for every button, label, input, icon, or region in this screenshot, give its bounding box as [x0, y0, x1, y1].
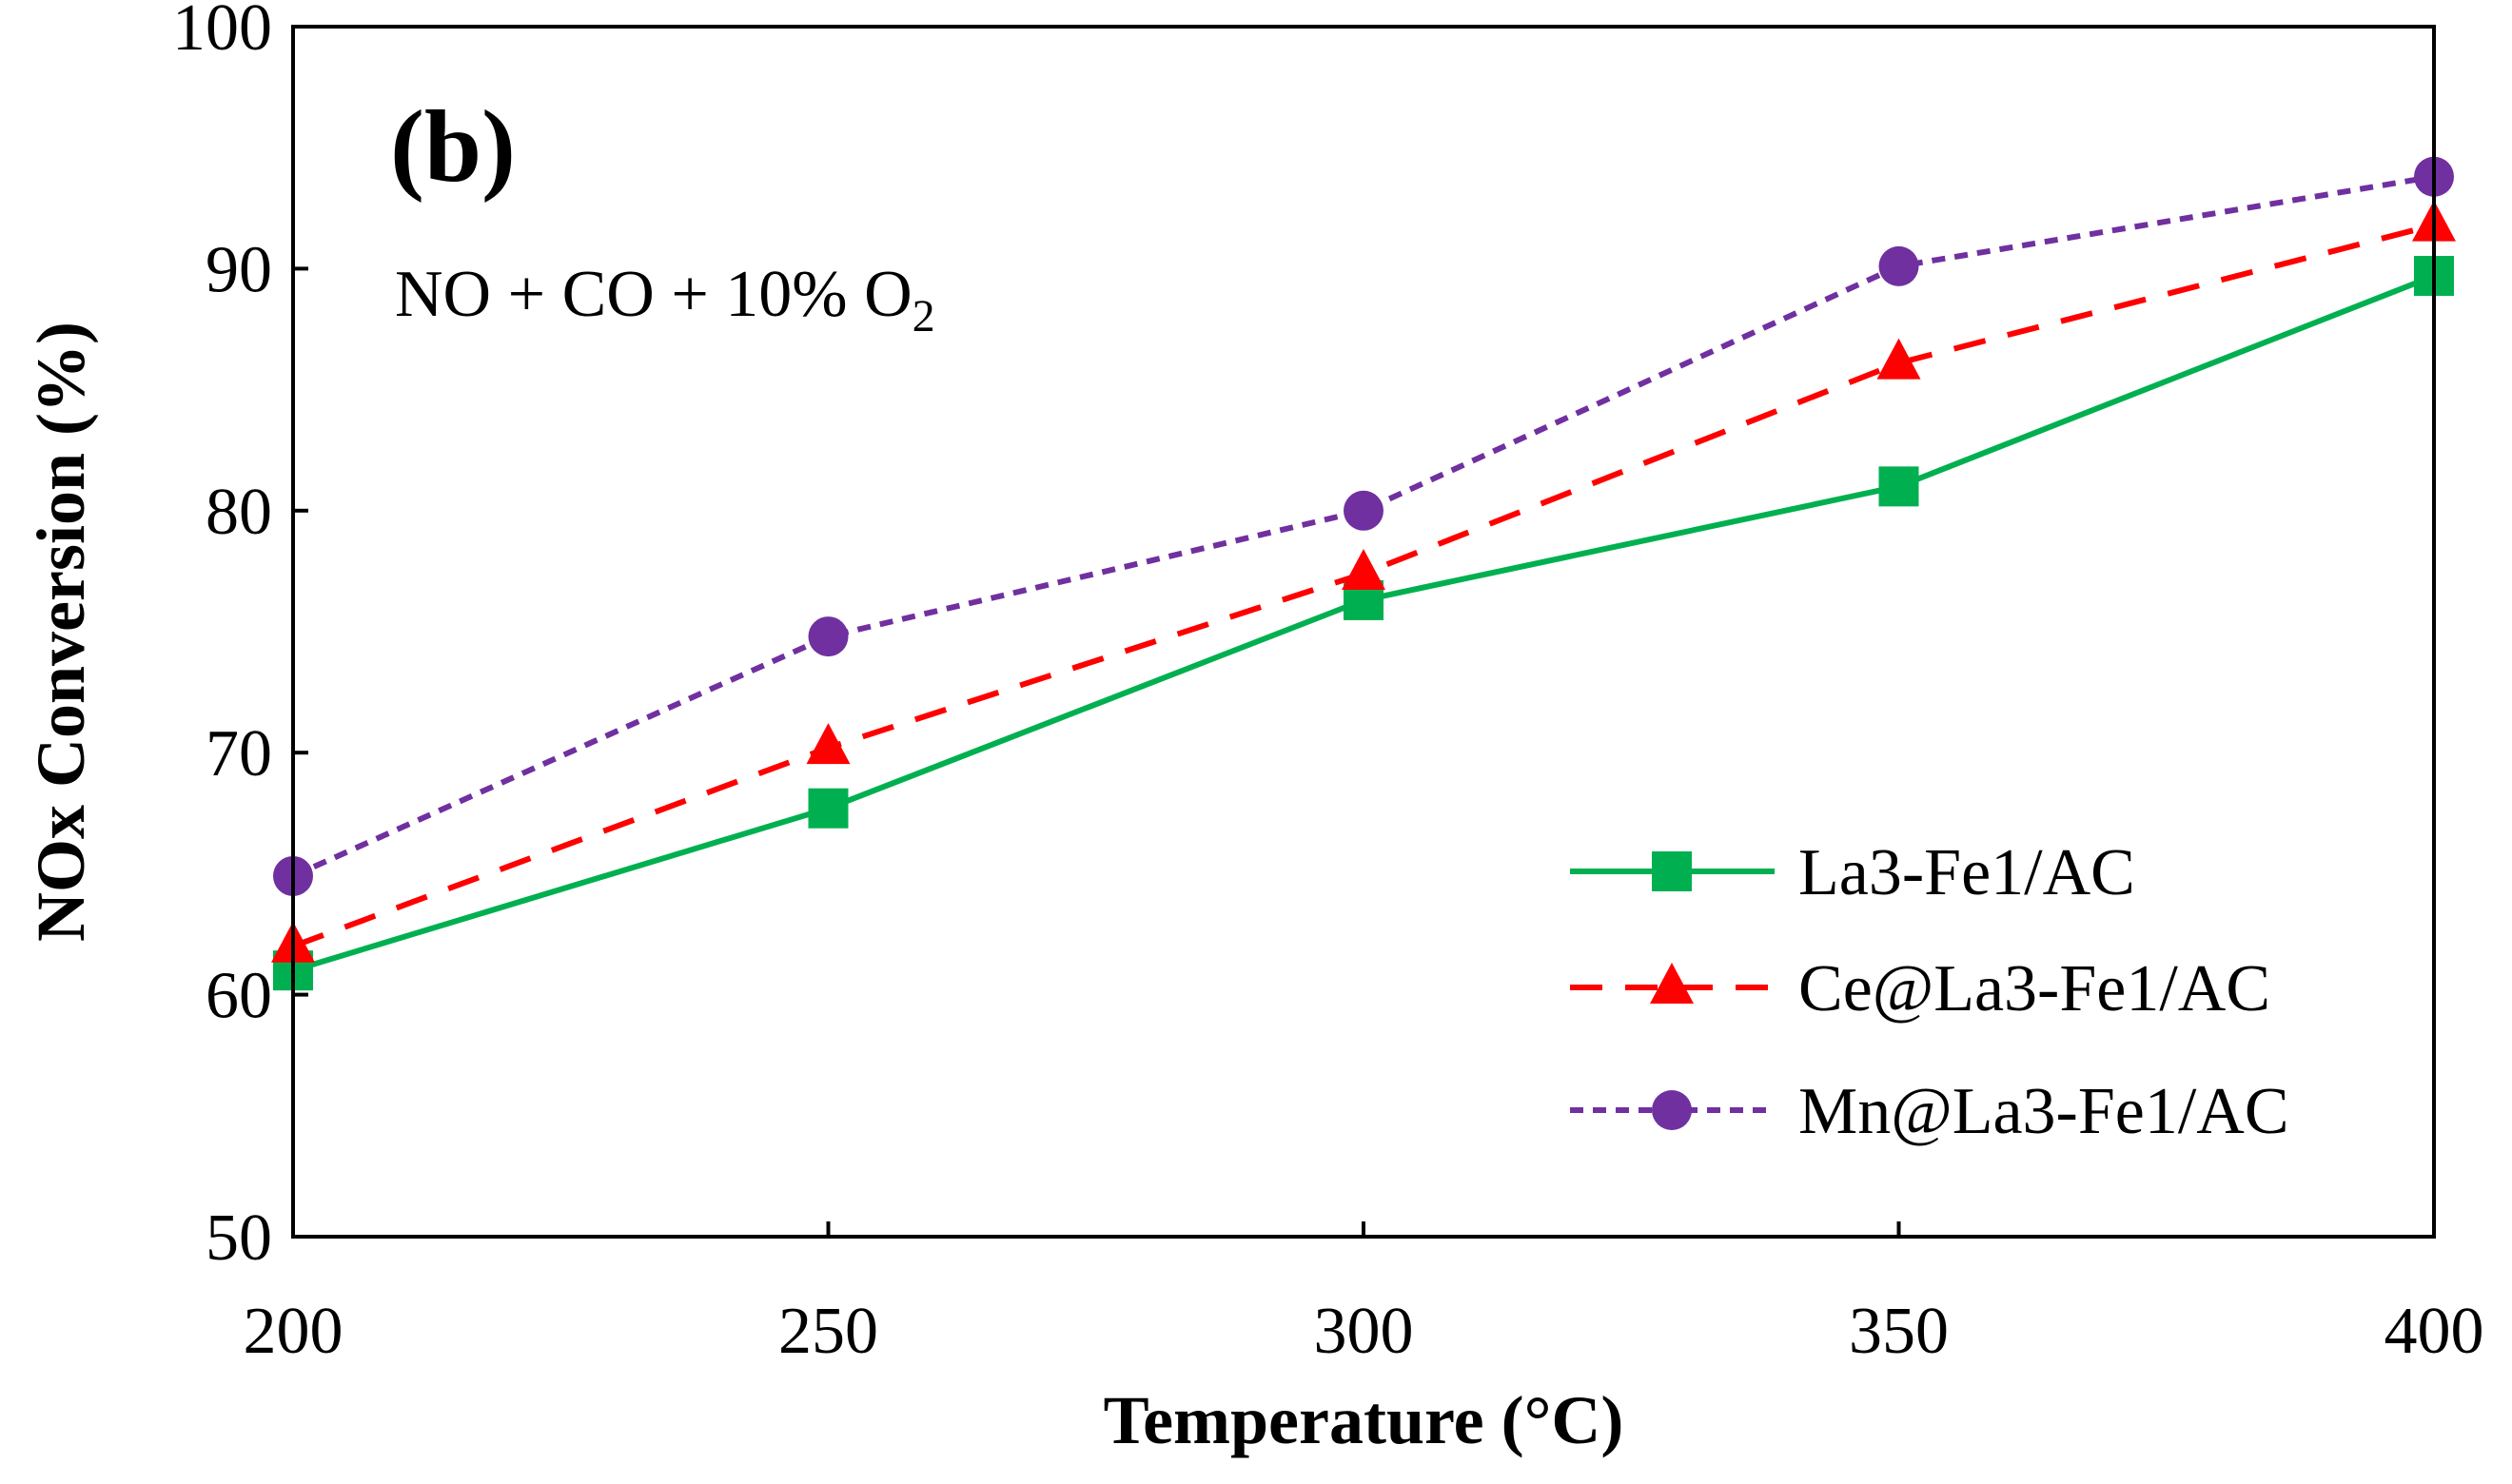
- series-1-point: [808, 788, 849, 829]
- legend-marker-3: [1652, 1090, 1692, 1130]
- series-2: [271, 200, 2456, 963]
- series-2-point: [1342, 548, 1385, 590]
- x-tick-label: 350: [1849, 1295, 1949, 1368]
- legend-label-3: Mn@La3-Fe1/AC: [1798, 1075, 2289, 1148]
- y-tick-label: 100: [172, 0, 272, 65]
- panel-label: (b): [390, 90, 516, 204]
- legend-marker-1: [1652, 851, 1692, 891]
- x-tick-label: 200: [244, 1295, 343, 1368]
- series-1-point: [1878, 466, 1919, 507]
- plot-area-frame: [291, 25, 2436, 1239]
- series-2-point: [1876, 338, 1921, 380]
- x-tick-label: 250: [778, 1295, 878, 1368]
- x-tick-label: 400: [2384, 1295, 2484, 1368]
- x-axis-title: Temperature (°C): [1104, 1382, 1624, 1458]
- y-axis-ticks: 50 60 70 80 90 100: [172, 0, 308, 1275]
- reaction-condition: NO + CO + 10% O2: [395, 258, 935, 342]
- y-tick-label: 90: [206, 233, 272, 306]
- series-layer: [271, 156, 2456, 991]
- series-3-point: [1878, 245, 1919, 286]
- y-tick-label: 60: [206, 960, 272, 1033]
- series-3-point: [1344, 490, 1384, 531]
- y-tick-label: 80: [206, 476, 272, 549]
- x-tick-label: 300: [1314, 1295, 1414, 1368]
- legend-label-1: La3-Fe1/AC: [1798, 836, 2135, 909]
- reaction-condition-subscript: 2: [913, 291, 935, 342]
- reaction-condition-text: NO + CO + 10% O: [395, 258, 913, 331]
- y-axis-title: NOx Conversion (%): [23, 322, 99, 942]
- legend-label-2: Ce@La3-Fe1/AC: [1798, 952, 2270, 1025]
- x-axis-ticks: 200 250 300 350 400: [244, 1221, 2484, 1368]
- legend-marker-2: [1650, 963, 1694, 1004]
- y-tick-label: 50: [206, 1201, 272, 1275]
- series-3-line: [291, 173, 2435, 879]
- series-2-point: [806, 723, 851, 765]
- y-tick-label: 70: [206, 717, 272, 791]
- legend: La3-Fe1/AC Ce@La3-Fe1/AC Mn@La3-Fe1/AC: [1570, 836, 2289, 1148]
- series-3-point: [808, 616, 849, 657]
